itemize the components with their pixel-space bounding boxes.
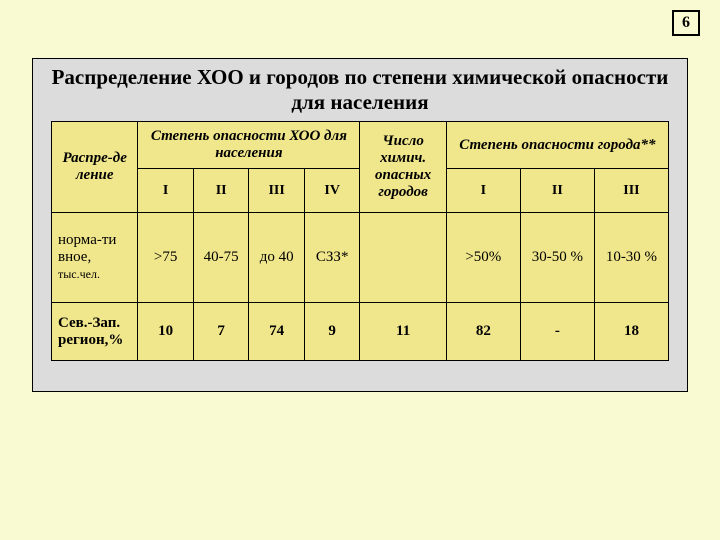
cell: 7	[193, 303, 249, 361]
cell: 18	[594, 303, 668, 361]
table-row: норма-ти вное, тыс.чел. >75 40-75 до 40 …	[52, 213, 669, 303]
table-row: Сев.-Зап. регион,% 10 7 74 9 11 82 - 18	[52, 303, 669, 361]
cell: 74	[249, 303, 305, 361]
cell: 10-30 %	[594, 213, 668, 303]
row-label-sub: тыс.чел.	[58, 267, 100, 281]
th-city-2: II	[520, 169, 594, 213]
page-title: Распределение ХОО и городов по степени х…	[51, 65, 669, 115]
row-label-main: норма-ти вное,	[58, 232, 116, 265]
cell: 30-50 %	[520, 213, 594, 303]
th-city-group: Степень опасности города**	[446, 122, 668, 169]
cell: 10	[138, 303, 194, 361]
cell	[360, 213, 446, 303]
th-hoo-2: II	[193, 169, 249, 213]
th-hoo-4: IV	[304, 169, 360, 213]
cell: 11	[360, 303, 446, 361]
page-number: 6	[672, 10, 700, 36]
th-raspredelenie: Распре-де ление	[52, 122, 138, 213]
th-city-1: I	[446, 169, 520, 213]
cell: 40-75	[193, 213, 249, 303]
th-cities: Число химич. опасных городов	[360, 122, 446, 213]
cell: >75	[138, 213, 194, 303]
th-hoo-1: I	[138, 169, 194, 213]
th-city-3: III	[594, 169, 668, 213]
th-hoo-group: Степень опасности ХОО для населения	[138, 122, 360, 169]
cell: СЗЗ*	[304, 213, 360, 303]
cell: до 40	[249, 213, 305, 303]
data-table: Распре-де ление Степень опасности ХОО дл…	[51, 121, 669, 361]
cell: -	[520, 303, 594, 361]
row-label: норма-ти вное, тыс.чел.	[52, 213, 138, 303]
cell: 82	[446, 303, 520, 361]
content-panel: Распределение ХОО и городов по степени х…	[32, 58, 688, 392]
th-hoo-3: III	[249, 169, 305, 213]
cell: 9	[304, 303, 360, 361]
cell: >50%	[446, 213, 520, 303]
row-label: Сев.-Зап. регион,%	[52, 303, 138, 361]
